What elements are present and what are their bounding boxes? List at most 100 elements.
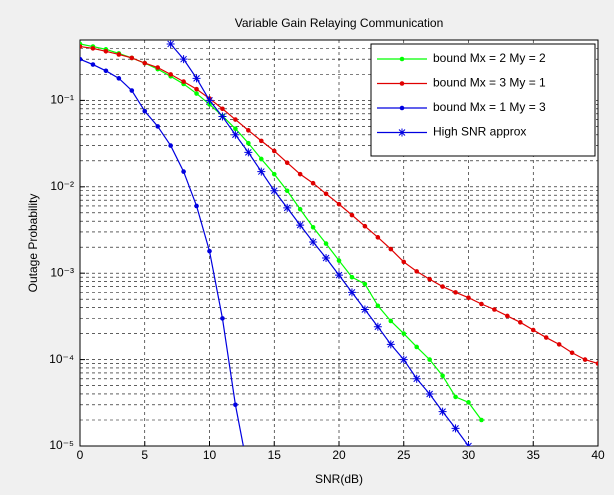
dot-marker (142, 108, 148, 114)
star-marker (412, 374, 421, 383)
x-tick-label: 30 (462, 448, 476, 462)
dot-marker (233, 126, 238, 132)
y-tick-label: 10⁻⁵ (49, 438, 74, 452)
dot-marker (116, 76, 122, 81)
legend-label: bound Mx = 3 My = 1 (433, 76, 546, 90)
x-tick-label: 20 (332, 448, 346, 462)
dot-marker (505, 313, 510, 319)
dot-marker (375, 235, 381, 240)
dot-marker (194, 203, 199, 209)
star-marker (244, 148, 253, 157)
dot-marker (155, 65, 160, 70)
dot-marker (207, 248, 212, 254)
dot-marker (401, 259, 407, 265)
star-marker (438, 407, 447, 416)
dot-marker (362, 281, 368, 287)
dot-marker (103, 48, 109, 54)
dot-marker (466, 295, 471, 301)
dot-marker (362, 223, 368, 229)
dot-marker (259, 138, 264, 144)
star-marker (283, 203, 292, 212)
dot-marker (259, 156, 264, 162)
dot-marker (155, 124, 160, 129)
star-marker (257, 167, 266, 176)
star-marker (425, 389, 434, 398)
star-marker (231, 130, 240, 139)
dot-marker (336, 258, 342, 263)
star-marker (399, 355, 408, 364)
dot-marker (388, 318, 394, 324)
dot-marker (399, 81, 405, 86)
dot-marker (168, 72, 173, 77)
dot-marker (399, 105, 405, 111)
dot-marker (349, 274, 355, 280)
dot-marker (543, 335, 549, 340)
dot-marker (246, 140, 251, 146)
star-marker (386, 340, 395, 349)
dot-marker (129, 88, 135, 93)
dot-marker (80, 56, 83, 62)
dot-marker (80, 44, 83, 49)
star-marker (347, 288, 356, 297)
dot-marker (310, 180, 316, 186)
dot-marker (440, 373, 445, 379)
dot-marker (90, 62, 96, 67)
dot-marker (414, 269, 420, 274)
x-tick-label: 15 (268, 448, 282, 462)
dot-marker (142, 60, 148, 66)
dot-marker (453, 290, 458, 295)
dot-marker (181, 169, 186, 174)
x-tick-label: 35 (527, 448, 541, 462)
star-marker (192, 74, 201, 83)
x-tick-label: 0 (77, 448, 84, 462)
dot-marker (518, 320, 523, 325)
star-marker (179, 55, 188, 64)
dot-marker (336, 201, 342, 207)
x-tick-label: 40 (591, 448, 605, 462)
dot-marker (168, 143, 173, 148)
dot-marker (220, 316, 225, 321)
x-tick-label: 25 (397, 448, 411, 462)
star-marker (335, 271, 343, 280)
star-marker (166, 40, 175, 48)
dot-marker (595, 361, 598, 366)
star-marker (205, 96, 214, 105)
dot-marker (323, 191, 329, 197)
x-axis-label: SNR(dB) (315, 472, 363, 486)
dot-marker (466, 400, 471, 405)
dot-marker (233, 402, 238, 408)
dot-marker (479, 301, 484, 307)
y-tick-label: 10⁻¹ (50, 93, 74, 107)
dot-marker (492, 307, 497, 312)
dot-marker (284, 160, 290, 166)
dot-marker (349, 212, 355, 218)
y-tick-label: 10⁻⁴ (49, 352, 74, 366)
dot-marker (388, 246, 394, 252)
legend-box (370, 43, 596, 157)
dot-marker (116, 52, 122, 57)
x-tick-label: 10 (203, 448, 217, 462)
dot-marker (569, 350, 575, 356)
dot-marker (194, 91, 199, 96)
dot-marker (90, 46, 96, 51)
dot-marker (129, 55, 135, 61)
dot-marker (181, 79, 186, 84)
legend-label: bound Mx = 2 My = 2 (433, 51, 546, 65)
legend-label: bound Mx = 1 My = 3 (433, 100, 546, 114)
star-marker (218, 112, 227, 121)
dot-marker (453, 394, 458, 400)
dot-marker (297, 171, 303, 177)
dot-marker (103, 68, 109, 74)
chart-title: Variable Gain Relaying Communication (235, 16, 444, 30)
dot-marker (233, 117, 238, 122)
dot-marker (323, 241, 329, 246)
dot-marker (246, 470, 251, 475)
star-marker (398, 128, 406, 137)
dot-marker (271, 148, 277, 154)
star-marker (309, 237, 318, 246)
dot-marker (427, 357, 432, 362)
dot-marker (427, 276, 432, 282)
y-axis-label: Outage Probability (26, 194, 40, 293)
star-marker (373, 322, 382, 331)
